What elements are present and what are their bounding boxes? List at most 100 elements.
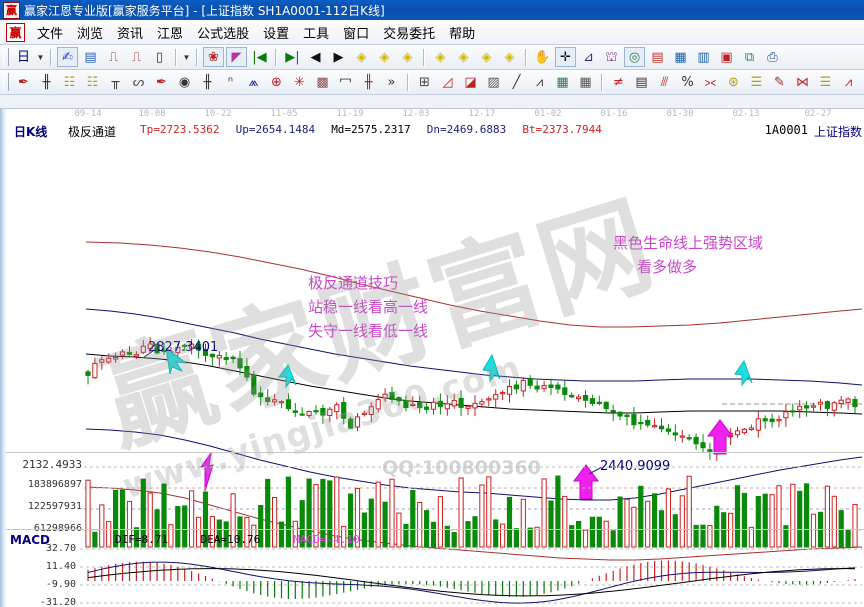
shen-icon[interactable]: ╫ [364, 74, 373, 90]
calendar-icon[interactable]: ▤ [651, 49, 664, 65]
candle-body [444, 403, 450, 410]
menu-help[interactable]: 帮助 [449, 26, 476, 42]
menu-file[interactable]: 文件 [37, 26, 64, 42]
shaded-box-icon[interactable]: ▨ [487, 74, 500, 90]
pen-draw-icon[interactable]: ✒ [18, 74, 29, 90]
slope-icon[interactable]: ⩘ [844, 74, 853, 90]
chart-3-icon[interactable]: ⎍ [108, 49, 119, 65]
zoom-out-icon[interactable]: ◈ [458, 49, 469, 65]
list-icon[interactable]: ▥ [697, 49, 710, 65]
candle-body [569, 394, 575, 398]
fan-lines-icon[interactable]: ◿ [442, 74, 453, 90]
menu-trade-order[interactable]: 交易委托 [383, 26, 436, 42]
zigzag-icon[interactable]: ⩘ [535, 74, 544, 90]
table-icon[interactable]: ▦ [674, 49, 687, 65]
gold-levels-icon[interactable]: ☰ [750, 74, 763, 90]
volume-bar [755, 496, 761, 548]
target-icon[interactable]: ⊕ [271, 74, 282, 90]
hand-pan-icon[interactable]: ✋ [534, 49, 551, 65]
menu-bar: 赢 文件 浏览 资讯 江恩 公式选股 设置 工具 窗口 交易委托 帮助 [0, 20, 864, 45]
spiral-icon[interactable]: ᔕ [132, 74, 145, 90]
box-tool-icon[interactable]: ▩ [316, 74, 329, 90]
candle-body [265, 397, 271, 402]
menu-formula-stock-pick[interactable]: 公式选股 [197, 26, 250, 42]
single-chart-icon[interactable]: ▯ [155, 49, 164, 65]
colored-chart-icon[interactable]: ◤ [226, 47, 247, 67]
candle-body [804, 405, 810, 409]
volume-bar [216, 519, 222, 548]
zoom-in-icon[interactable]: ◈ [435, 49, 446, 65]
grid-lines-icon[interactable]: ╫ [203, 74, 212, 90]
zoom-reset-icon[interactable]: ◈ [504, 49, 515, 65]
toolbar-grip-2[interactable] [3, 73, 9, 91]
gold-circle-icon[interactable]: ⊛ [728, 74, 739, 90]
volume-bar [596, 516, 602, 548]
draw-wave-icon[interactable]: ✍ [57, 47, 78, 67]
scroll-right-button[interactable]: ▶ [333, 49, 344, 65]
candle-body [458, 397, 464, 408]
gann-gold-2-icon[interactable]: ☷ [86, 74, 99, 90]
menu-browse[interactable]: 浏览 [77, 26, 104, 42]
candle-body [493, 394, 499, 400]
menu-gann[interactable]: 江恩 [157, 26, 184, 42]
steps-icon[interactable]: ▤ [635, 74, 648, 90]
n-square-icon[interactable]: ⁿ [227, 74, 234, 90]
more-tools-button[interactable]: » [387, 74, 396, 90]
chart-layout-caret[interactable]: ▼ [182, 52, 191, 62]
measure-icon[interactable]: ⊿ [583, 49, 594, 65]
last-page-button[interactable]: ▶| [285, 49, 300, 65]
gann-grid-icon[interactable]: ╫ [42, 74, 51, 90]
menu-news[interactable]: 资讯 [117, 26, 144, 42]
grid-2-icon[interactable]: ▦ [579, 74, 592, 90]
cross-lines-icon[interactable]: ⋈ [796, 74, 809, 90]
zoom-right-icon[interactable]: ◈ [379, 49, 390, 65]
percent-icon[interactable]: % [681, 74, 694, 90]
first-page-button[interactable]: |◀ [252, 49, 267, 65]
zoom-horizontal-icon[interactable]: ◈ [402, 49, 413, 65]
annotation-technique-line1: 极反通道技巧 [308, 274, 399, 292]
chart-area[interactable]: 09-14 10-08 10-22 11-05 11-19 12-03 12-17 01-02… [0, 109, 864, 607]
copy-icon[interactable]: ⧉ [744, 49, 755, 65]
star-tool-icon[interactable]: ✳ [294, 74, 305, 90]
date-axis-label: 09-14 [74, 109, 102, 119]
gann-gold-1-icon[interactable]: ☷ [63, 74, 76, 90]
print-icon[interactable]: ⎙ [767, 49, 778, 65]
fibonacci-icon[interactable]: ╥ [111, 74, 120, 90]
toolbar-grip[interactable] [3, 48, 9, 66]
volume-bar [92, 531, 98, 548]
shaded-fan-icon[interactable]: ◪ [464, 74, 477, 90]
trend-line-icon[interactable]: ╱ [512, 74, 521, 90]
macd-axis-label: -31.20 [39, 597, 76, 607]
zoom-left-icon[interactable]: ◈ [356, 49, 367, 65]
period-dropdown-caret[interactable]: ▼ [36, 52, 45, 62]
menu-settings[interactable]: 设置 [263, 26, 290, 42]
volume-bar [797, 490, 803, 548]
menu-tools[interactable]: 工具 [303, 26, 330, 42]
chart-9-icon[interactable]: ⎍ [131, 49, 142, 65]
period-day-button[interactable]: 日 [16, 49, 30, 65]
frame-tool-icon[interactable]: ⊞ [419, 74, 430, 90]
save-icon[interactable]: ▣ [720, 49, 733, 65]
grid-1-icon[interactable]: ▦ [556, 74, 569, 90]
parallel-icon[interactable]: ≠ [613, 74, 624, 90]
candle-body [541, 385, 547, 390]
percent-fan-icon[interactable]: ⫻ [660, 74, 669, 90]
volume-bar [707, 525, 713, 548]
candle-body [631, 414, 637, 426]
crosshair-icon[interactable]: ✛ [555, 47, 576, 67]
gold-ratio-icon[interactable]: ☰ [819, 74, 832, 90]
scroll-left-button[interactable]: ◀ [310, 49, 321, 65]
zoom-fit-icon[interactable]: ◈ [481, 49, 492, 65]
menu-window[interactable]: 窗口 [343, 26, 370, 42]
brush-icon[interactable]: ✎ [774, 74, 785, 90]
report-icon[interactable]: ▤ [84, 49, 97, 65]
pen-line-icon[interactable]: ✒ [156, 74, 167, 90]
bar-mark-icon[interactable]: ⼍ [338, 74, 352, 90]
volume-bar [783, 525, 789, 548]
angle-tool-icon[interactable]: ⩕ [248, 74, 259, 90]
percent-levels-icon[interactable]: ⪥ [704, 74, 717, 90]
gann-fan-icon[interactable]: ❀ [203, 47, 224, 67]
cycle-icon[interactable]: ◎ [624, 47, 645, 67]
frame-icon[interactable]: ⛫ [605, 49, 618, 65]
circle-tool-icon[interactable]: ◉ [178, 74, 191, 90]
